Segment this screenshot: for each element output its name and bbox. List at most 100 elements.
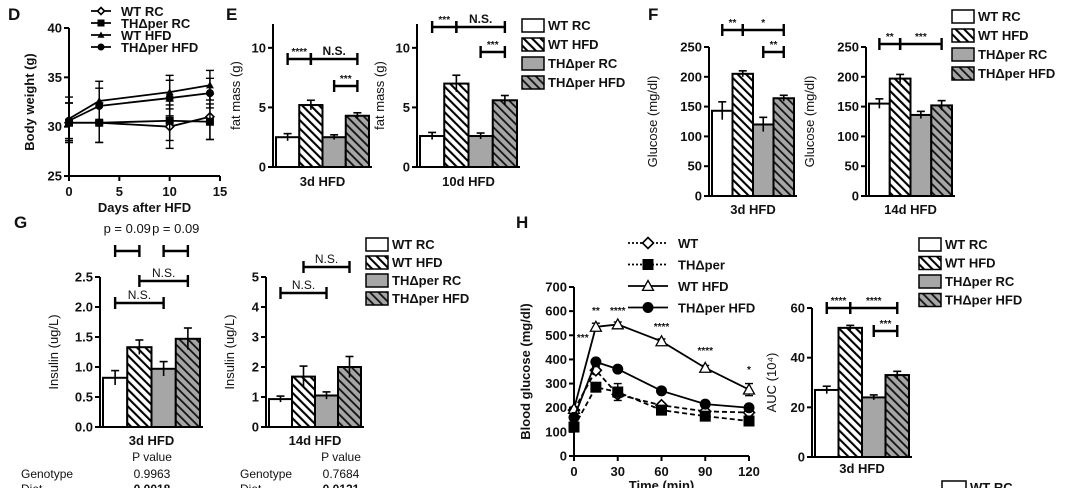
e2-bar-2	[467, 135, 494, 168]
h2-sig-label: ****	[831, 296, 847, 307]
g1-sig-label: N.S.	[152, 266, 175, 280]
h1-legend-marker	[641, 236, 655, 250]
e2-sig-label: ***	[438, 15, 450, 26]
f2-category-label: 14d HFD	[884, 202, 937, 217]
g1-bar-0	[102, 376, 129, 428]
h1-point-square	[590, 381, 602, 393]
e1-category-label: 3d HFD	[300, 174, 346, 189]
h1-sig-label: ****	[654, 322, 670, 333]
f-legend-swatch-3	[951, 66, 975, 81]
h1-legend-label: WT	[678, 236, 698, 251]
f1-y-tick-label: 150	[680, 99, 702, 114]
e2-y-tick-label: 5	[403, 100, 410, 115]
f-legend-label: WT HFD	[978, 28, 1029, 43]
h1-point-square	[743, 415, 755, 427]
panel-letter-f: F	[648, 5, 658, 24]
p-value-row-label: Diet	[240, 482, 262, 488]
e2-bar-1	[443, 82, 470, 168]
e2-bar-3	[491, 99, 518, 168]
g2-y-tick-label: 3	[252, 330, 259, 345]
h1-y-tick-label: 0	[560, 449, 567, 464]
d-legend-marker	[97, 31, 105, 38]
h1-legend-label: WT HFD	[678, 279, 729, 294]
panel-letter-e: E	[226, 5, 237, 24]
d-series-line-2	[68, 84, 211, 120]
g2-bar-0	[268, 398, 293, 429]
f1-bar-2	[752, 123, 775, 197]
e-legend-swatch-3	[521, 75, 545, 90]
h2-y-axis-label: AUC (10⁴)	[764, 353, 779, 413]
h1-point-open-triangle	[589, 319, 603, 332]
g1-sig-label: p = 0.09	[152, 221, 199, 236]
d-point-circle	[205, 89, 214, 98]
h1-point-circle	[699, 398, 711, 410]
h1-x-axis-label: Time (min)	[629, 478, 695, 488]
h2-y-tick-label: 0	[798, 450, 805, 465]
e-legend-label: WT RC	[548, 18, 591, 33]
f2-y-tick-label: 150	[837, 99, 859, 114]
f2-sig-label: ***	[915, 32, 927, 43]
f2-y-tick-label: 200	[837, 69, 859, 84]
g-legend-label: WT RC	[392, 237, 435, 252]
g2-y-tick-label: 1	[252, 390, 259, 405]
p-value-row-value: 0.9963	[134, 467, 171, 481]
d-y-tick-label: 35	[48, 70, 62, 85]
h1-sig-label: **	[592, 306, 600, 317]
panel-letter-d: D	[8, 5, 20, 24]
g2-bar-2	[314, 394, 339, 428]
g-legend-swatch-0	[365, 237, 389, 252]
panel-letter-h: H	[516, 213, 528, 232]
d-x-tick-label: 5	[116, 184, 123, 199]
h-legend-label: WT RC	[945, 237, 988, 252]
h2-y-tick-label: 20	[791, 400, 805, 415]
p-value-row-label: Diet	[21, 482, 43, 488]
h2-bar-2	[861, 396, 887, 458]
d-legend-marker	[96, 6, 106, 16]
f1-y-tick-label: 100	[680, 129, 702, 144]
h1-point-circle	[568, 411, 580, 423]
d-x-axis-label: Days after HFD	[98, 200, 191, 215]
f1-y-tick-label: 250	[680, 40, 702, 55]
f2-bar-3	[930, 104, 953, 197]
h-legend-label: THΔper HFD	[945, 293, 1022, 308]
d-y-tick-label: 40	[48, 21, 62, 36]
f2-bar-1	[888, 77, 912, 197]
d-y-axis-label: Body weight (g)	[22, 53, 37, 151]
e-legend-label: THΔper RC	[548, 56, 618, 71]
g2-sig-label: N.S.	[315, 252, 338, 266]
h1-y-tick-label: 100	[545, 424, 567, 439]
p-value-header: P value	[132, 450, 172, 464]
h1-point-open-triangle	[742, 382, 756, 395]
d-point-circle	[95, 101, 104, 110]
e1-y-tick-label: 0	[259, 160, 266, 175]
h-legend-swatch-3	[918, 292, 942, 308]
p-value-row-label: Genotype	[240, 467, 292, 481]
e-legend-swatch-1	[521, 37, 545, 52]
f1-sig-label: **	[729, 18, 737, 29]
h1-legend-label: THΔper HFD	[678, 301, 755, 316]
h2-category-label: 3d HFD	[839, 461, 885, 476]
g-legend-swatch-2	[365, 273, 389, 288]
e1-bar-2	[321, 136, 347, 168]
p-value-row-label: Genotype	[21, 467, 73, 481]
e2-bar-0	[419, 135, 446, 168]
h1-series-line-2	[573, 323, 750, 410]
h1-y-tick-label: 200	[545, 400, 567, 415]
e1-y-tick-label: 5	[259, 100, 266, 115]
d-legend-label: THΔper HFD	[121, 40, 198, 55]
h1-legend-label: THΔper	[678, 258, 725, 273]
d-series-line-3	[68, 92, 211, 122]
h1-series-line-0	[573, 368, 750, 414]
h1-x-tick-label: 90	[698, 464, 712, 479]
d-legend-label: WT HFD	[121, 28, 172, 43]
e-legend-label: THΔper HFD	[548, 75, 625, 90]
g2-category-label: 14d HFD	[289, 433, 342, 448]
d-series-line-1	[69, 119, 210, 124]
h1-point-square	[656, 404, 667, 416]
h1-sig-label: ****	[697, 346, 713, 357]
h2-bar-3	[884, 374, 910, 458]
g2-y-tick-label: 2	[252, 360, 259, 375]
g1-bar-1	[126, 346, 153, 429]
e-legend-swatch-0	[521, 18, 545, 33]
